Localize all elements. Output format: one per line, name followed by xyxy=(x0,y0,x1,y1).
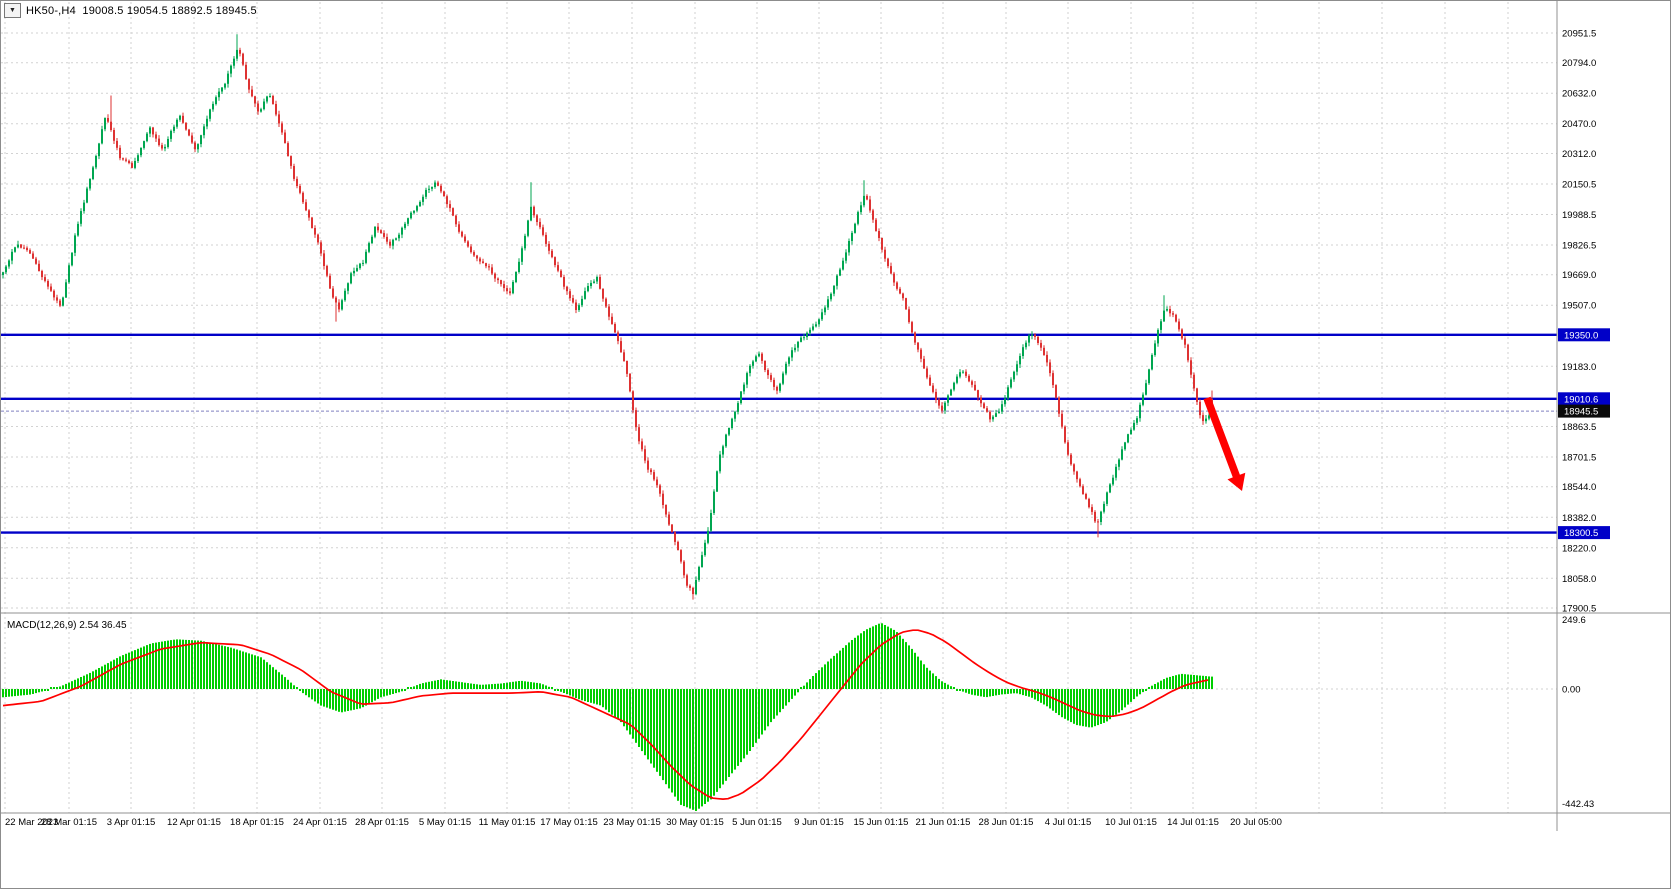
macd-layer xyxy=(2,623,1213,811)
svg-text:23 May 01:15: 23 May 01:15 xyxy=(603,817,661,828)
svg-text:3 Apr 01:15: 3 Apr 01:15 xyxy=(107,817,156,828)
svg-text:19010.6: 19010.6 xyxy=(1564,394,1598,405)
svg-text:18058.0: 18058.0 xyxy=(1562,574,1596,585)
svg-text:14 Jul 01:15: 14 Jul 01:15 xyxy=(1167,817,1219,828)
svg-text:30 May 01:15: 30 May 01:15 xyxy=(666,817,724,828)
svg-text:24 Apr 01:15: 24 Apr 01:15 xyxy=(293,817,347,828)
svg-text:17900.5: 17900.5 xyxy=(1562,604,1596,615)
svg-text:249.6: 249.6 xyxy=(1562,615,1586,626)
svg-text:18945.5: 18945.5 xyxy=(1564,407,1598,418)
svg-text:19988.5: 19988.5 xyxy=(1562,210,1596,221)
svg-text:18300.5: 18300.5 xyxy=(1564,528,1598,539)
svg-text:20 Jul 05:00: 20 Jul 05:00 xyxy=(1230,817,1282,828)
svg-text:18 Apr 01:15: 18 Apr 01:15 xyxy=(230,817,284,828)
svg-text:20794.0: 20794.0 xyxy=(1562,58,1596,69)
sell-arrow-annotation[interactable] xyxy=(1203,396,1246,491)
svg-text:12 Apr 01:15: 12 Apr 01:15 xyxy=(167,817,221,828)
svg-text:19507.0: 19507.0 xyxy=(1562,301,1596,312)
svg-text:19183.0: 19183.0 xyxy=(1562,362,1596,373)
svg-text:28 Jun 01:15: 28 Jun 01:15 xyxy=(979,817,1034,828)
svg-text:5 Jun 01:15: 5 Jun 01:15 xyxy=(732,817,782,828)
chevron-down-icon: ▼ xyxy=(9,7,16,14)
svg-text:20951.5: 20951.5 xyxy=(1562,29,1596,40)
support-resistance-lines[interactable] xyxy=(1,333,1557,534)
svg-text:18382.0: 18382.0 xyxy=(1562,513,1596,524)
svg-text:0.00: 0.00 xyxy=(1562,685,1581,696)
candles-layer xyxy=(2,34,1213,600)
chart-dropdown-button[interactable]: ▼ xyxy=(4,3,21,18)
svg-text:28 Apr 01:15: 28 Apr 01:15 xyxy=(355,817,409,828)
svg-text:11 May 01:15: 11 May 01:15 xyxy=(479,817,536,828)
svg-text:20150.5: 20150.5 xyxy=(1562,180,1596,191)
svg-text:19669.0: 19669.0 xyxy=(1562,270,1596,281)
svg-text:20470.0: 20470.0 xyxy=(1562,119,1596,130)
svg-text:18701.5: 18701.5 xyxy=(1562,453,1596,464)
svg-text:15 Jun 01:15: 15 Jun 01:15 xyxy=(854,817,909,828)
svg-text:18220.0: 18220.0 xyxy=(1562,543,1596,554)
svg-text:-442.43: -442.43 xyxy=(1562,799,1594,810)
svg-text:28 Mar 01:15: 28 Mar 01:15 xyxy=(41,817,97,828)
svg-text:19826.5: 19826.5 xyxy=(1562,241,1596,252)
svg-text:18544.0: 18544.0 xyxy=(1562,482,1596,493)
svg-text:21 Jun 01:15: 21 Jun 01:15 xyxy=(916,817,971,828)
svg-text:4 Jul 01:15: 4 Jul 01:15 xyxy=(1045,817,1091,828)
svg-text:9 Jun 01:15: 9 Jun 01:15 xyxy=(794,817,844,828)
svg-text:10 Jul 01:15: 10 Jul 01:15 xyxy=(1105,817,1157,828)
svg-text:20312.0: 20312.0 xyxy=(1562,149,1596,160)
svg-text:17 May 01:15: 17 May 01:15 xyxy=(540,817,598,828)
svg-text:18863.5: 18863.5 xyxy=(1562,422,1596,433)
svg-text:20632.0: 20632.0 xyxy=(1562,89,1596,100)
svg-text:22 Mar 2023: 22 Mar 2023 xyxy=(5,817,58,828)
svg-text:5 May 01:15: 5 May 01:15 xyxy=(419,817,471,828)
svg-text:19350.0: 19350.0 xyxy=(1564,330,1598,341)
price-axis[interactable]: 20951.5 20794.0 20632.0 20470.0 20312.0 20150… xyxy=(1558,29,1610,811)
panel-separators xyxy=(1,1,1670,831)
